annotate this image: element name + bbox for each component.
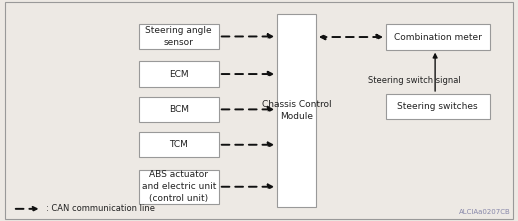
FancyBboxPatch shape	[138, 61, 219, 87]
FancyBboxPatch shape	[138, 170, 219, 204]
Text: TCM: TCM	[169, 140, 188, 149]
Text: Chassis Control
Module: Chassis Control Module	[262, 100, 332, 121]
FancyBboxPatch shape	[386, 94, 490, 119]
Text: : CAN communication line: : CAN communication line	[46, 204, 154, 213]
FancyBboxPatch shape	[138, 24, 219, 49]
Text: ECM: ECM	[169, 70, 189, 78]
Text: Steering switches: Steering switches	[397, 102, 478, 111]
FancyBboxPatch shape	[5, 2, 513, 219]
Text: ABS actuator
and electric unit
(control unit): ABS actuator and electric unit (control …	[141, 170, 216, 203]
Text: ALCIAa0207CB: ALCIAa0207CB	[458, 210, 510, 215]
FancyBboxPatch shape	[386, 24, 490, 50]
Text: Steering angle
sensor: Steering angle sensor	[146, 26, 212, 47]
FancyBboxPatch shape	[138, 97, 219, 122]
Text: BCM: BCM	[169, 105, 189, 114]
FancyBboxPatch shape	[138, 132, 219, 157]
Text: Combination meter: Combination meter	[394, 32, 482, 42]
Text: Steering switch signal: Steering switch signal	[368, 76, 461, 85]
FancyBboxPatch shape	[277, 14, 316, 207]
